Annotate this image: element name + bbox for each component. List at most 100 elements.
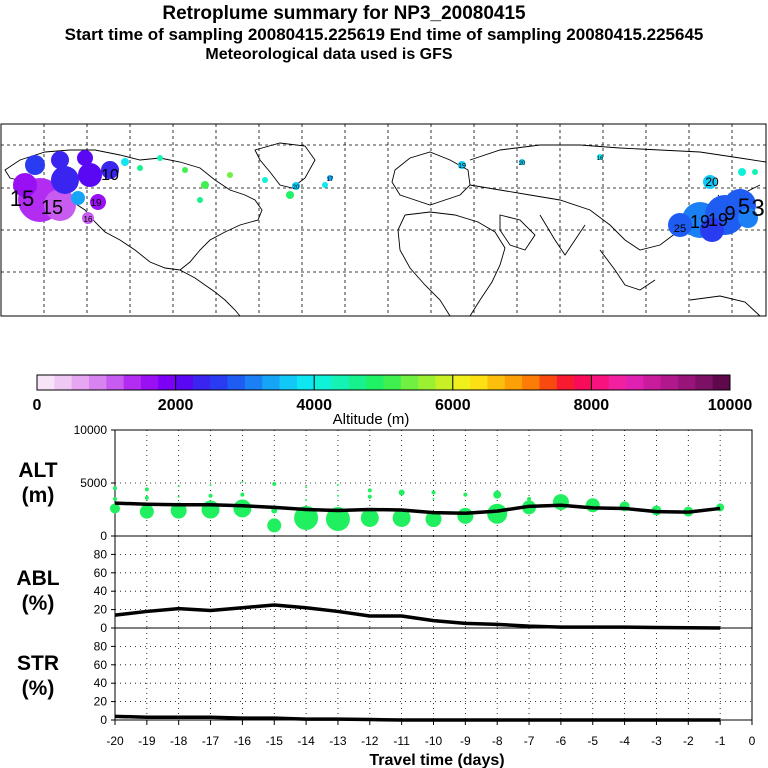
map-day-label: 25 <box>674 223 686 235</box>
y-tick-label: 20 <box>94 603 108 617</box>
map-coastline <box>499 214 536 251</box>
map-plume-dot <box>71 191 85 205</box>
map-plume-dot <box>597 154 603 160</box>
alt-plume-bubble <box>336 484 339 487</box>
map-gridlines <box>1 124 766 316</box>
map-day-label: 9 <box>724 203 735 225</box>
met-data-note: Meteorological data used is GFS <box>205 46 453 63</box>
x-tick-label: -6 <box>556 734 567 748</box>
x-tick-label: -3 <box>651 734 662 748</box>
y-tick-label: 0 <box>100 621 107 635</box>
alt-plume-bubble <box>336 494 339 497</box>
alt-plume-bubble <box>527 496 532 501</box>
alt-plume-bubble <box>398 489 405 496</box>
colorbar-swatch <box>210 375 228 390</box>
x-tick-label: -19 <box>138 734 156 748</box>
map-coastline <box>599 249 656 291</box>
alt-plume-bubble <box>457 507 474 524</box>
map-plume-dot <box>700 218 724 242</box>
map-day-label: 20 <box>519 161 526 167</box>
y-tick-label: 10000 <box>74 423 108 437</box>
map-plume-dot <box>51 166 79 194</box>
colorbar-tick-label: 10000 <box>708 397 753 414</box>
x-tick-label: -8 <box>492 734 503 748</box>
alt-plume-bubble <box>431 490 436 495</box>
map-plume-dot <box>201 181 209 189</box>
map-plume-dot <box>519 159 525 165</box>
chart-title: Retroplume summary for NP3_20080415 <box>162 3 526 24</box>
map-plume-dot <box>51 151 69 169</box>
map-plume-dot <box>101 161 119 179</box>
map-plume-dot <box>262 177 268 183</box>
colorbar-tick-label: 8000 <box>574 397 610 414</box>
map-coastline <box>391 151 471 206</box>
x-tick-label: -12 <box>361 734 379 748</box>
map-plume-dot <box>82 212 94 224</box>
map-plume-dot <box>157 155 163 161</box>
x-tick-label: -9 <box>460 734 471 748</box>
alt-plume-bubble <box>367 494 372 499</box>
alt-plume-bubble <box>425 511 442 528</box>
map-day-label: 10 <box>101 167 119 184</box>
colorbar-tick-label: 4000 <box>296 397 332 414</box>
colorbar-swatch <box>140 375 159 390</box>
map-plume-dot <box>292 182 300 190</box>
y-tick-label: 80 <box>94 639 108 653</box>
map-day-label: 19 <box>458 163 466 170</box>
map-coastline <box>689 295 761 317</box>
map-day-label: 5 <box>738 194 750 219</box>
colorbar-swatch <box>262 375 280 390</box>
y-tick-label: 20 <box>94 695 108 709</box>
y-tick-label: 80 <box>94 547 108 561</box>
alt-plume-bubble <box>305 498 308 501</box>
colorbar-swatch <box>470 375 488 390</box>
alt-plume-bubble <box>241 480 244 483</box>
alt-plume-bubble <box>294 505 319 530</box>
abl-panel-label-line1: ABL <box>16 567 59 590</box>
alt-plume-bubble <box>208 493 213 498</box>
y-tick-label: 40 <box>94 676 108 690</box>
map-coastline <box>397 214 451 317</box>
colorbar-swatch <box>678 375 696 390</box>
x-tick-label: -14 <box>297 734 315 748</box>
map-day-label: 19 <box>708 210 728 230</box>
colorbar-swatch <box>626 375 644 390</box>
map-day-label: 15 <box>41 197 63 219</box>
colorbar-swatch <box>348 375 367 390</box>
panel-alt: 10000 5000 0 <box>74 423 753 543</box>
alt-plume-bubble <box>177 495 180 498</box>
colorbar-swatch <box>192 375 211 390</box>
map-coastline <box>539 214 586 256</box>
colorbar-tick-label: 0 <box>33 397 42 414</box>
map-plume-dot <box>121 158 129 166</box>
x-tick-label: -1 <box>715 734 726 748</box>
colorbar-swatch <box>175 375 194 390</box>
alt-plume-bubble <box>113 496 117 501</box>
colorbar-swatch <box>331 375 350 390</box>
colorbar-tick-label: 6000 <box>435 397 471 414</box>
alt-plume-bubble <box>463 492 468 497</box>
alt-plume-bubble <box>367 488 372 493</box>
map-plume-dot <box>44 189 76 221</box>
colorbar-swatch <box>227 375 246 390</box>
map-day-label: 3 <box>751 195 764 222</box>
x-tick-label: -5 <box>587 734 598 748</box>
map-plume-dot <box>78 163 102 187</box>
map-plume-dot <box>137 165 143 171</box>
alt-plume-bubble <box>233 499 252 518</box>
map-day-label: 17 <box>327 177 334 183</box>
colorbar-swatch <box>591 375 610 390</box>
map-plume-dot <box>182 167 188 173</box>
colorbar-swatch <box>37 375 55 390</box>
alt-plume-bubble <box>170 502 187 519</box>
y-tick-label: 60 <box>94 658 108 672</box>
colorbar-swatch <box>71 375 90 390</box>
y-tick-label: 60 <box>94 566 108 580</box>
colorbar-swatch <box>487 375 506 390</box>
alt-plume-bubble <box>360 508 379 527</box>
colorbar-swatch <box>366 375 384 390</box>
x-tick-label: -20 <box>106 734 124 748</box>
